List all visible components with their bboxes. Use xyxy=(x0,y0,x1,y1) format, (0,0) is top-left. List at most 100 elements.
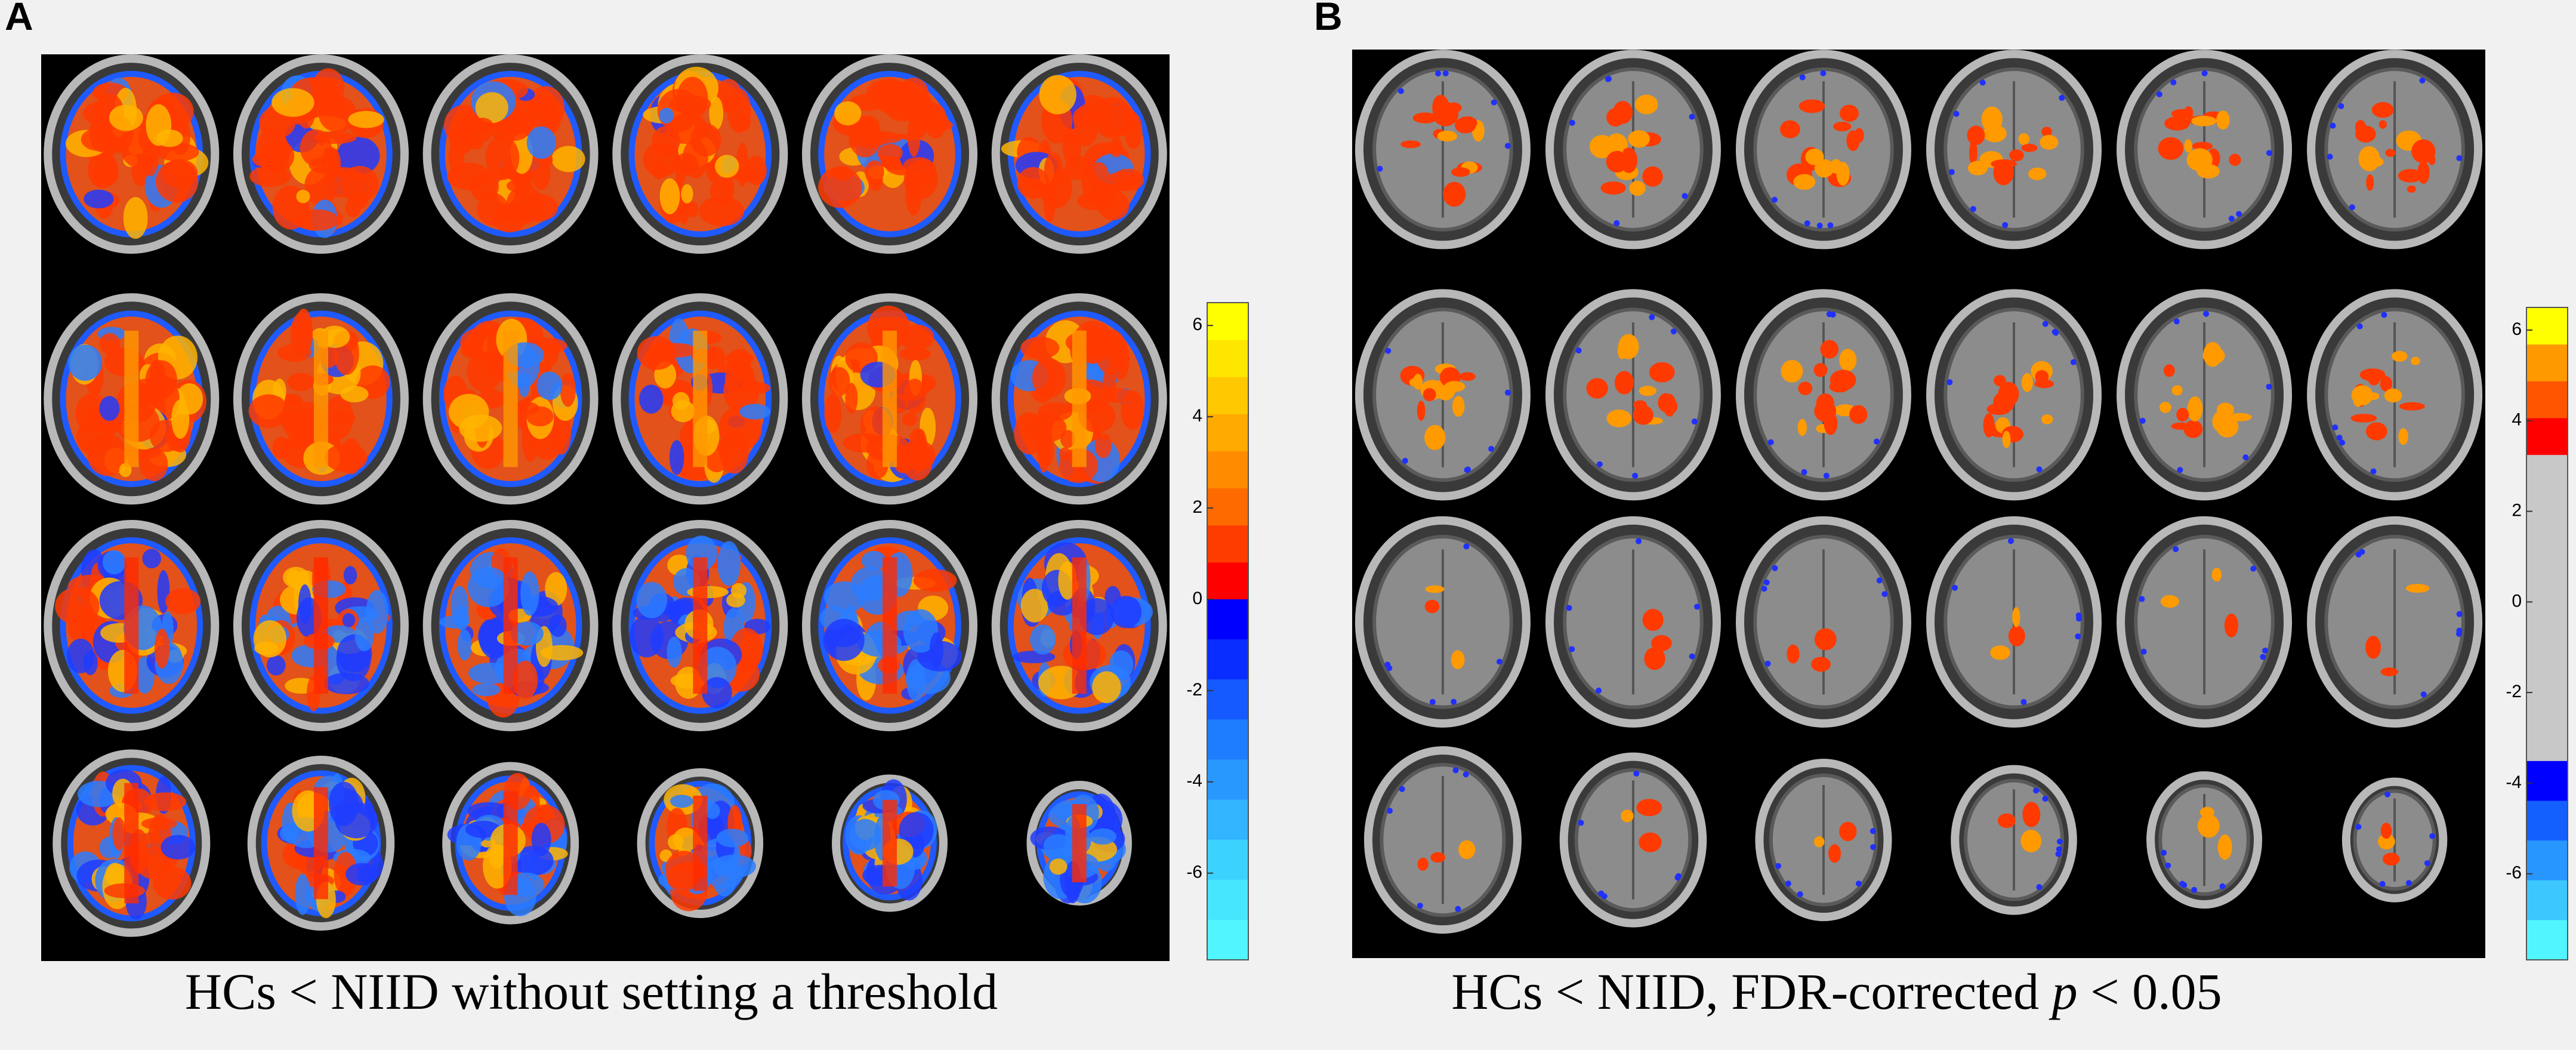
image-area xyxy=(1352,50,2485,958)
blob xyxy=(903,159,938,199)
blob xyxy=(331,412,356,424)
blob xyxy=(717,541,741,586)
edge-blob xyxy=(2170,79,2177,86)
blob xyxy=(1103,182,1116,199)
blob xyxy=(1065,155,1091,180)
brain-slice xyxy=(832,774,948,912)
blob xyxy=(1636,799,1662,817)
edge-blob xyxy=(2355,552,2362,558)
blob xyxy=(304,167,338,206)
blob xyxy=(140,447,168,481)
blob xyxy=(545,572,567,606)
blob xyxy=(1849,405,1868,424)
blob xyxy=(1424,424,1446,450)
blob xyxy=(850,129,887,149)
colorbar-segment xyxy=(2526,721,2568,762)
blob xyxy=(2040,134,2059,150)
blob xyxy=(1452,396,1465,417)
panel: A 6 4 2 0 -2 -4 -6 HCs < NIID without setting a … xyxy=(5,0,1249,1020)
edge-blob xyxy=(2075,633,2081,640)
midline xyxy=(313,330,328,467)
blob xyxy=(142,549,161,569)
edge-blob xyxy=(1772,196,1778,203)
blob xyxy=(726,593,745,608)
edge-blob xyxy=(1876,577,1883,584)
blob xyxy=(156,129,183,147)
edge-blob xyxy=(1953,110,1960,117)
blob xyxy=(2002,430,2011,448)
edge-blob xyxy=(1488,445,1495,452)
edge-blob xyxy=(2355,824,2362,830)
colorbar-segment xyxy=(1207,839,1248,880)
brain-slice xyxy=(1545,50,1721,250)
edge-blob xyxy=(2420,691,2427,698)
blob xyxy=(1097,190,1130,220)
blob xyxy=(730,167,766,182)
blob xyxy=(154,629,170,669)
brain-slice xyxy=(44,519,220,731)
brain-slice xyxy=(1951,765,2077,915)
blob xyxy=(2041,127,2052,137)
blob xyxy=(2399,402,2425,411)
blob xyxy=(1109,137,1123,158)
blob xyxy=(471,118,493,133)
blob xyxy=(295,209,339,231)
blob xyxy=(2041,414,2053,424)
blob xyxy=(55,587,100,626)
colorbar-segment xyxy=(2526,760,2568,801)
blob xyxy=(2028,167,2047,180)
brain-slice xyxy=(1559,752,1707,928)
brain-slice xyxy=(2341,777,2448,903)
colorbar-tick-label: -6 xyxy=(1186,863,1202,882)
edge-blob xyxy=(1797,891,1803,898)
edge-blob xyxy=(2056,846,2062,852)
blob xyxy=(2405,584,2430,593)
edge-blob xyxy=(1575,347,1582,354)
blob xyxy=(459,414,502,442)
edge-blob xyxy=(2330,122,2336,129)
blob xyxy=(1787,644,1800,664)
blob xyxy=(2407,185,2416,193)
blob xyxy=(1417,857,1429,871)
blob xyxy=(1634,94,1658,115)
blob xyxy=(2171,422,2191,430)
blob xyxy=(1606,150,1628,173)
blob xyxy=(366,590,388,634)
blob xyxy=(1814,401,1837,422)
colorbar-segment xyxy=(1207,919,1248,960)
blob xyxy=(2417,161,2430,184)
edge-blob xyxy=(2236,211,2242,217)
blob xyxy=(1094,433,1112,458)
blob xyxy=(531,823,551,857)
blob xyxy=(1078,400,1116,433)
brain-slice xyxy=(2117,289,2293,501)
blob xyxy=(1088,162,1110,194)
edge-blob xyxy=(1605,76,1612,82)
colorbar-segment xyxy=(1207,414,1248,451)
midline xyxy=(1072,330,1087,467)
brain-slice xyxy=(612,519,788,731)
colorbar-tick-label: 2 xyxy=(1192,497,1202,517)
blob xyxy=(1813,363,1828,377)
midline xyxy=(883,330,897,467)
blob xyxy=(156,160,199,203)
edge-blob xyxy=(2332,424,2339,431)
edge-blob xyxy=(2242,454,2249,461)
blob xyxy=(485,136,520,180)
blob xyxy=(1409,378,1423,387)
edge-blob xyxy=(2007,538,2014,544)
blob xyxy=(286,569,300,587)
edge-blob xyxy=(1596,687,1602,694)
blob xyxy=(67,344,103,381)
brain-slice xyxy=(1926,516,2102,728)
edge-blob xyxy=(2139,417,2146,424)
blob xyxy=(1828,844,1841,863)
colorbar-segment xyxy=(1207,340,1248,377)
blob xyxy=(823,618,865,661)
colorbar-segment xyxy=(2526,418,2568,455)
blob xyxy=(2009,149,2024,161)
brain-slice xyxy=(991,54,1167,254)
blob xyxy=(2378,120,2387,129)
blob xyxy=(112,817,126,851)
